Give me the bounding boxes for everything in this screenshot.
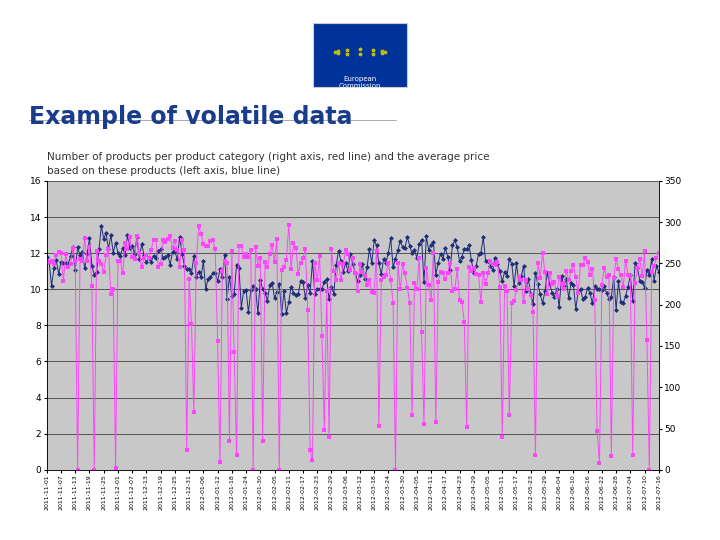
- Text: European
Commission: European Commission: [338, 76, 382, 89]
- Text: Number of products per product category (right axis, red line) and the average p: Number of products per product category …: [47, 152, 490, 176]
- Text: Example of volatile data: Example of volatile data: [29, 105, 352, 129]
- Text: Eurostat: Eurostat: [335, 519, 385, 529]
- FancyBboxPatch shape: [313, 23, 407, 87]
